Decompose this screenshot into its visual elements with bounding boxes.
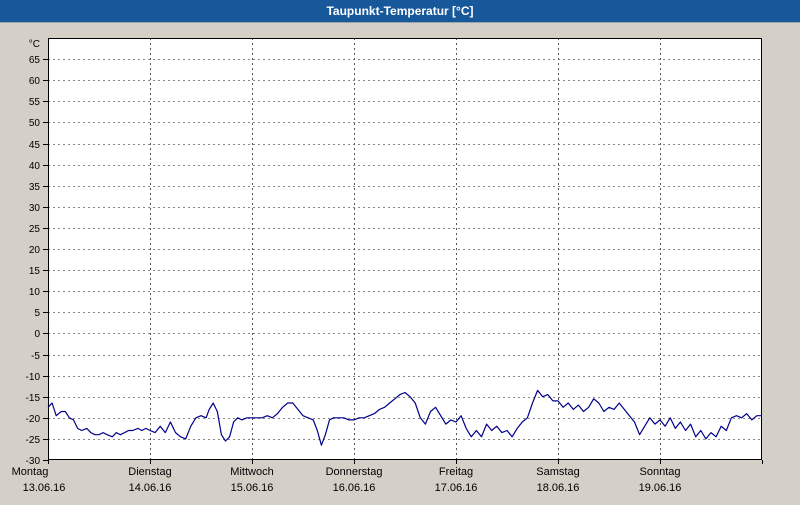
- y-tick-label: 30: [29, 203, 41, 214]
- y-tick-label: 10: [29, 287, 41, 298]
- y-tick-label: 60: [29, 76, 41, 87]
- plot-border: [48, 38, 762, 460]
- x-day-label: Dienstag: [128, 466, 171, 478]
- x-date-label: 16.06.16: [333, 482, 376, 494]
- y-tick-label: -20: [26, 414, 41, 425]
- x-day-label: Mittwoch: [230, 466, 273, 478]
- x-date-label: 15.06.16: [231, 482, 274, 494]
- y-tick-label: 0: [34, 329, 40, 340]
- y-tick-label: 25: [29, 224, 41, 235]
- chart-panel: 65 60 55 50 45 40 35 30 25 20 15 10 5 0 -5 -10 -15 -20 -25…: [0, 22, 800, 505]
- x-date-label: 18.06.16: [537, 482, 580, 494]
- dewpoint-chart: 65605550454035302520151050-5-10-15-20-25…: [12, 38, 763, 494]
- y-tick-label: 55: [29, 97, 41, 108]
- y-tick-label: 15: [29, 266, 41, 277]
- y-tick-label: 65: [29, 55, 41, 66]
- x-date-label: 13.06.16: [23, 482, 66, 494]
- y-tick-label: -15: [26, 393, 41, 404]
- dewpoint-line: [47, 389, 762, 446]
- x-day-label: Donnerstag: [326, 466, 383, 478]
- y-tick-label: -5: [31, 351, 40, 362]
- y-tick-label: 20: [29, 245, 41, 256]
- x-date-label: 14.06.16: [129, 482, 172, 494]
- x-date-label: 17.06.16: [435, 482, 478, 494]
- x-day-label: Samstag: [536, 466, 579, 478]
- y-tick-label: 50: [29, 118, 41, 129]
- x-day-label: Sonntag: [640, 466, 681, 478]
- x-day-label: Montag: [12, 466, 49, 478]
- y-axis-unit: °C: [29, 39, 40, 50]
- y-tick-label: -25: [26, 435, 41, 446]
- x-day-label: Freitag: [439, 466, 473, 478]
- y-tick-label: 35: [29, 182, 41, 193]
- window-title: Taupunkt-Temperatur [°C]: [326, 4, 474, 18]
- x-date-label: 19.06.16: [639, 482, 682, 494]
- y-tick-label: 40: [29, 161, 41, 172]
- y-tick-label: -10: [26, 372, 41, 383]
- y-tick-label: 45: [29, 140, 41, 151]
- y-tick-label: -30: [26, 456, 41, 467]
- title-bar: Taupunkt-Temperatur [°C]: [0, 0, 800, 23]
- y-tick-label: 5: [34, 308, 40, 319]
